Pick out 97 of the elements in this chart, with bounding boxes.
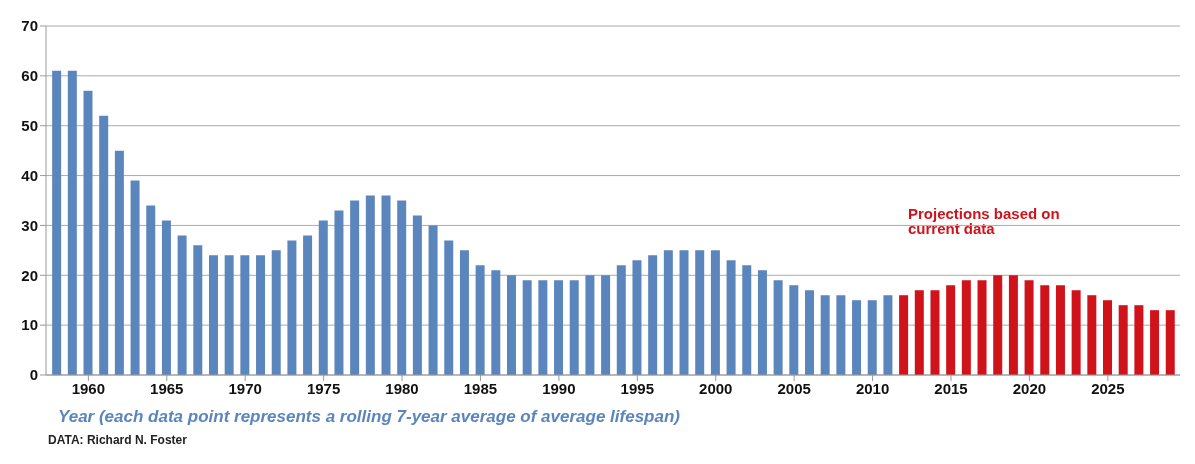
bar [1055,285,1065,375]
bar [506,275,516,375]
bar [1087,295,1097,375]
x-tick-label: 1970 [228,379,262,397]
bar [130,180,140,375]
bar [961,280,971,375]
bar [99,115,109,375]
bar [946,285,956,375]
bar [538,280,548,375]
text: DATA: Richard N. Foster [48,433,188,447]
bar [710,250,720,375]
bar [930,290,940,375]
bar [161,220,171,375]
x-tick-label: 2000 [699,379,733,397]
bar [52,70,62,375]
y-tick-label: 70 [21,17,38,35]
bar [585,275,595,375]
bar [757,270,767,375]
x-tick-label: 2015 [934,379,968,397]
bar [632,260,642,375]
x-tick-label: 2010 [855,379,890,397]
bar [444,240,454,375]
bar [773,280,783,375]
bar [381,195,391,375]
x-tick-label: 1965 [150,379,184,397]
x-tick-label: 1995 [620,379,654,397]
bar [977,280,987,375]
x-axis-title: Year (each data point represents a rolling 7-year average of average lifespan) [58,407,681,427]
bar [1165,310,1175,375]
bar [83,90,93,375]
y-tick-label: 0 [29,366,38,384]
x-tick-label: 1960 [71,379,106,397]
bar [1103,300,1113,375]
bar [648,255,658,375]
bar [240,255,250,375]
bar [334,210,344,375]
bar [616,265,626,375]
y-tick-label: 10 [21,316,38,334]
x-tick-label: 1975 [306,379,341,397]
bar [491,270,501,375]
bar [146,205,156,375]
y-tick-label: 50 [21,117,38,135]
bar [177,235,187,375]
bar [726,260,736,375]
x-tick-label: 2020 [1012,379,1047,397]
bar [318,220,328,375]
bar [820,295,830,375]
y-tick-label: 60 [21,67,38,85]
annotation: Projections based on current data [908,205,1061,237]
bar [428,225,438,375]
bar [1008,275,1018,375]
bar [475,265,485,375]
bar [1150,310,1160,375]
bar [554,280,564,375]
bar [193,245,203,375]
bar [789,285,799,375]
bar [256,255,266,375]
bar [224,255,234,375]
x-tick-label: 2025 [1091,379,1125,397]
x-tick-label: 2005 [777,379,811,397]
bar [805,290,814,375]
bar [569,280,579,375]
bar [365,195,375,375]
bar [397,200,407,375]
bar [114,150,124,375]
bar [522,280,532,375]
bar [1040,285,1050,375]
bar [459,250,469,375]
y-tick-label: 30 [21,216,38,234]
x-tick-label: 1980 [385,379,419,397]
bar [271,250,281,375]
bar [1118,305,1128,375]
bar [993,275,1003,375]
bar [208,255,218,375]
x-tick-label: 1985 [463,379,498,397]
y-tick-label: 20 [21,266,38,284]
bar [836,295,846,375]
bar [663,250,673,375]
bar [412,215,422,375]
bar [899,295,909,375]
bar [867,300,877,375]
bar [883,295,893,375]
bar [1134,305,1144,375]
bar [67,70,77,375]
x-tick-label: 1990 [542,379,576,397]
bar [350,200,360,375]
y-tick-label: 40 [21,166,38,184]
bar [679,250,689,375]
bar [695,250,705,375]
bar [1071,290,1081,375]
bar [303,235,313,375]
bar [914,290,924,375]
bar [1024,280,1034,375]
bar [601,275,611,375]
bar [742,265,752,375]
bar [852,300,862,375]
bar [287,240,297,375]
